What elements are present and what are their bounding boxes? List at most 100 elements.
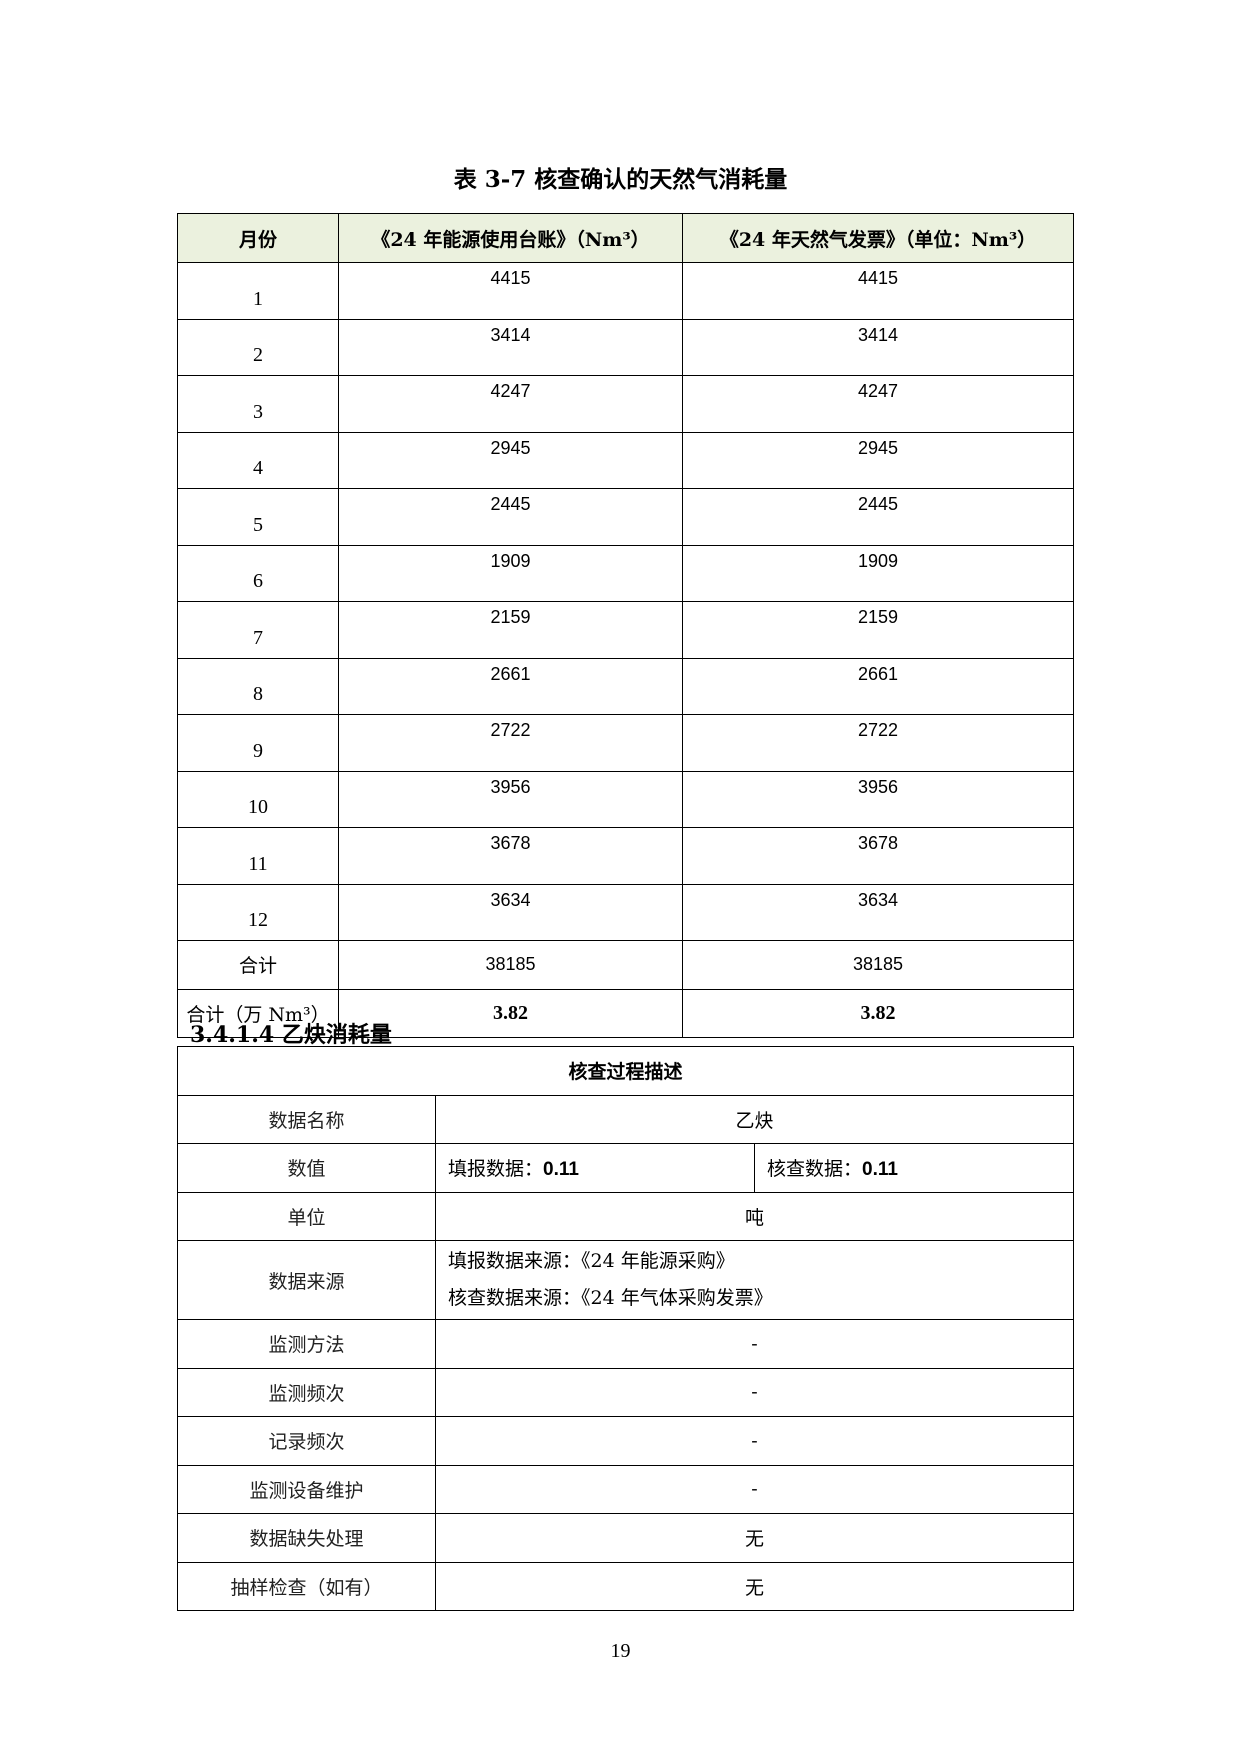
- table-row: 记录频次 -: [177, 1416, 1075, 1466]
- table-title: 表 3-7 核查确认的天然气消耗量: [453, 166, 788, 193]
- row-label: 监测设备维护: [177, 1464, 436, 1514]
- month-cell: 4: [177, 431, 339, 489]
- ledger-value: 3678: [338, 827, 683, 885]
- ledger-value: 2159: [338, 601, 683, 659]
- verified-value: 0.11: [862, 1159, 898, 1181]
- table-row: 监测设备维护 -: [177, 1464, 1075, 1514]
- row-label: 单位: [177, 1191, 436, 1241]
- invoice-value: 3414: [682, 318, 1074, 376]
- ledger-value: 2722: [338, 714, 683, 772]
- table-row: 2 3414 3414: [177, 318, 1074, 376]
- table-row: 4 2945 2945: [177, 431, 1074, 489]
- verified-value-cell: 核查数据：0.11: [753, 1143, 1075, 1193]
- table-row: 1 4415 4415: [177, 262, 1074, 320]
- row-label: 数据名称: [177, 1094, 436, 1144]
- row-label: 数值: [177, 1143, 436, 1193]
- row-value: -: [434, 1319, 1075, 1369]
- ledger-value: 2945: [338, 431, 683, 489]
- header-ledger: 《24 年能源使用台账》（Nm³）: [338, 213, 683, 263]
- page-number: 19: [610, 1640, 631, 1662]
- section-heading: 3.4.1.4 乙炔消耗量: [190, 1022, 392, 1048]
- row-value: 填报数据来源：《24 年能源采购》 核查数据来源：《24 年气体采购发票》: [434, 1240, 1075, 1320]
- row-label: 监测频次: [177, 1367, 436, 1417]
- table-row: 7 2159 2159: [177, 601, 1074, 659]
- acetylene-verification-table: 核查过程描述 数据名称 乙炔 数值 填报数据：0.11 核查数据：0.11 单位…: [176, 1046, 1075, 1611]
- table-row: 监测方法 -: [177, 1319, 1075, 1369]
- row-value: 无: [434, 1513, 1075, 1563]
- total-wan-row: 合计（万 Nm³） 3.82 3.82: [177, 988, 1074, 1038]
- table-row: 核查过程描述: [176, 1046, 1075, 1096]
- header-month: 月份: [177, 213, 339, 263]
- ledger-value: 4247: [338, 375, 683, 433]
- source-reported: 填报数据来源：《24 年能源采购》: [448, 1250, 735, 1272]
- invoice-total-wan: 3.82: [682, 988, 1074, 1038]
- table-row: 监测频次 -: [177, 1367, 1075, 1417]
- source-verified: 核查数据来源：《24 年气体采购发票》: [448, 1287, 773, 1309]
- invoice-value: 2945: [682, 431, 1074, 489]
- verified-label: 核查数据：: [767, 1158, 863, 1181]
- table-row: 12 3634 3634: [177, 883, 1074, 941]
- ledger-total-wan: 3.82: [338, 988, 683, 1038]
- month-cell: 5: [177, 488, 339, 546]
- row-value: -: [434, 1367, 1075, 1417]
- row-value: -: [434, 1416, 1075, 1466]
- row-label: 监测方法: [177, 1319, 436, 1369]
- month-cell: 11: [177, 827, 339, 885]
- header-invoice: 《24 年天然气发票》（单位：Nm³）: [682, 213, 1074, 263]
- ledger-value: 4415: [338, 262, 683, 320]
- table-row: 数据来源 填报数据来源：《24 年能源采购》 核查数据来源：《24 年气体采购发…: [177, 1240, 1075, 1320]
- table-row: 单位 吨: [177, 1191, 1075, 1241]
- invoice-value: 2661: [682, 657, 1074, 715]
- reported-label: 填报数据：: [448, 1158, 544, 1181]
- month-cell: 6: [177, 544, 339, 602]
- invoice-total: 38185: [682, 940, 1074, 990]
- total-wan-label: 合计（万 Nm³）: [177, 988, 339, 1038]
- table-row: 6 1909 1909: [177, 544, 1074, 602]
- row-value: 无: [434, 1561, 1075, 1611]
- invoice-value: 2445: [682, 488, 1074, 546]
- total-label: 合计: [177, 940, 339, 990]
- row-value: -: [434, 1464, 1075, 1514]
- table-row: 数值 填报数据：0.11 核查数据：0.11: [177, 1143, 1075, 1193]
- ledger-total: 38185: [338, 940, 683, 990]
- total-row: 合计 38185 38185: [177, 940, 1074, 990]
- table-row: 9 2722 2722: [177, 714, 1074, 772]
- ledger-value: 2445: [338, 488, 683, 546]
- table-row: 3 4247 4247: [177, 375, 1074, 433]
- reported-value-cell: 填报数据：0.11: [435, 1143, 755, 1193]
- ledger-value: 3634: [338, 883, 683, 941]
- ledger-value: 3414: [338, 318, 683, 376]
- table-row: 11 3678 3678: [177, 827, 1074, 885]
- month-cell: 3: [177, 375, 339, 433]
- table-row: 8 2661 2661: [177, 657, 1074, 715]
- invoice-value: 4415: [682, 262, 1074, 320]
- table-row: 抽样检查（如有）无: [177, 1561, 1075, 1611]
- table-row: 数据缺失处理无: [177, 1513, 1075, 1563]
- month-cell: 8: [177, 657, 339, 715]
- ledger-value: 2661: [338, 657, 683, 715]
- month-cell: 10: [177, 770, 339, 828]
- table-row: 5 2445 2445: [177, 488, 1074, 546]
- month-cell: 9: [177, 714, 339, 772]
- month-cell: 7: [177, 601, 339, 659]
- row-label: 记录频次: [177, 1416, 436, 1466]
- row-label: 数据来源: [177, 1240, 436, 1320]
- month-cell: 2: [177, 318, 339, 376]
- reported-value: 0.11: [543, 1159, 579, 1181]
- table-caption: 核查过程描述: [176, 1046, 1075, 1096]
- row-label: 数据缺失处理: [177, 1513, 436, 1563]
- table-row: 数据名称 乙炔: [177, 1094, 1075, 1144]
- month-cell: 1: [177, 262, 339, 320]
- invoice-value: 3634: [682, 883, 1074, 941]
- invoice-value: 1909: [682, 544, 1074, 602]
- row-label: 抽样检查（如有）: [177, 1561, 436, 1611]
- row-value: 吨: [434, 1191, 1075, 1241]
- row-value: 乙炔: [434, 1094, 1075, 1144]
- invoice-value: 2722: [682, 714, 1074, 772]
- table-row: 10 3956 3956: [177, 770, 1074, 828]
- ledger-value: 3956: [338, 770, 683, 828]
- invoice-value: 3678: [682, 827, 1074, 885]
- table-header-row: 月份 《24 年能源使用台账》（Nm³） 《24 年天然气发票》（单位：Nm³）: [177, 213, 1074, 263]
- natural-gas-table: 月份 《24 年能源使用台账》（Nm³） 《24 年天然气发票》（单位：Nm³）…: [177, 213, 1074, 1038]
- invoice-value: 3956: [682, 770, 1074, 828]
